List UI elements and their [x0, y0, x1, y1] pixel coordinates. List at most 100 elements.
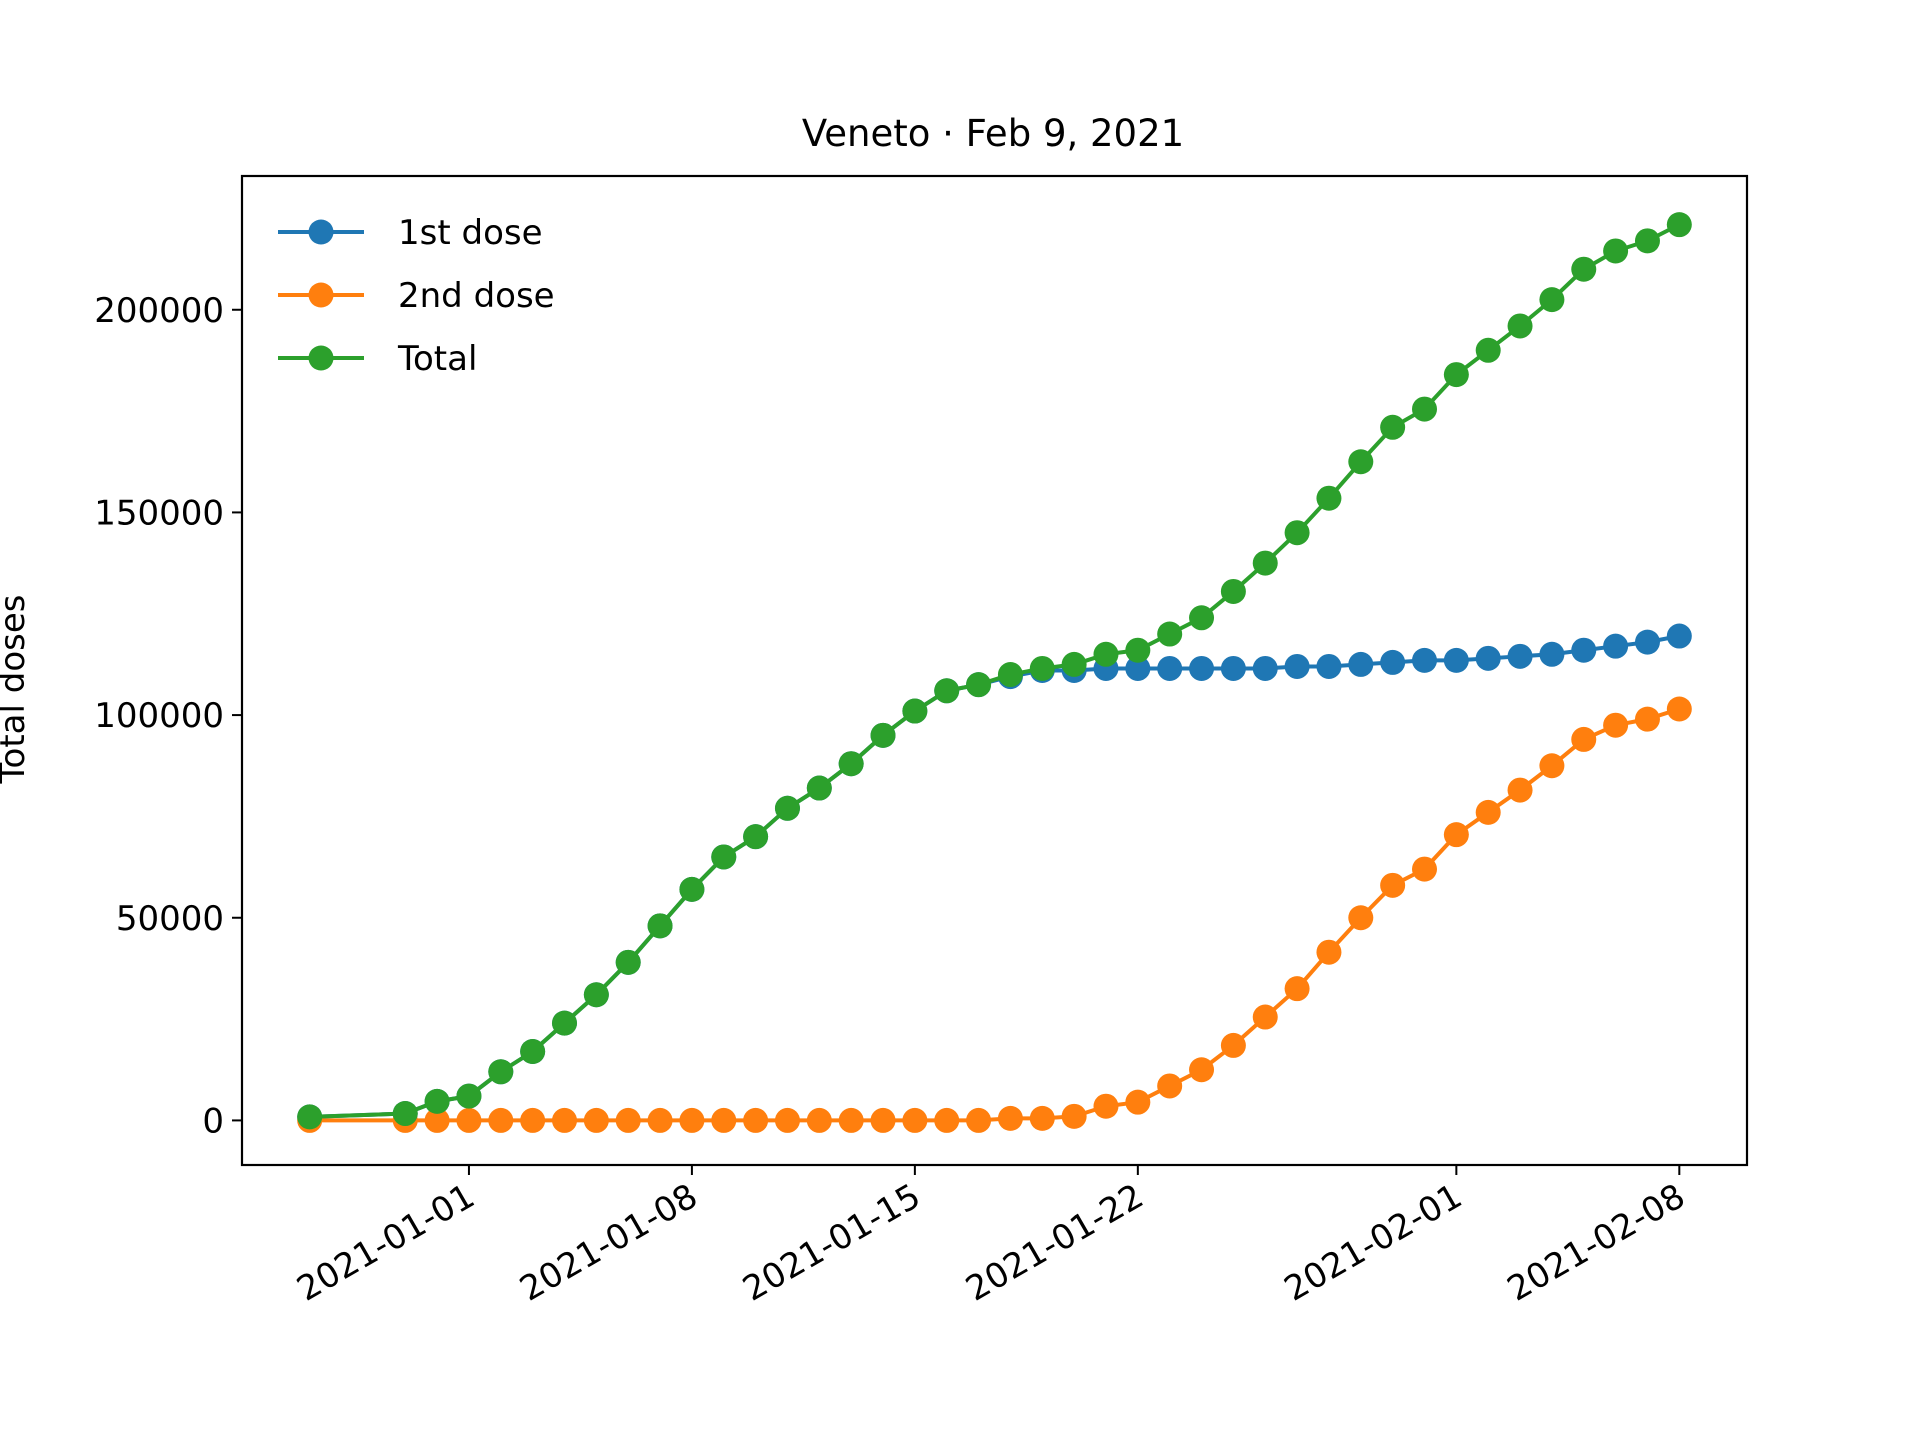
y-axis-label: Total doses	[0, 595, 33, 785]
legend-label: 1st dose	[398, 213, 543, 253]
data-point	[1348, 449, 1374, 475]
plot-frame	[240, 174, 1749, 1167]
data-point	[1475, 337, 1501, 363]
x-tick-label: 2021-01-01	[290, 1176, 481, 1309]
data-point	[838, 1107, 864, 1133]
data-point	[1189, 605, 1215, 631]
series-line	[309, 707, 1680, 1123]
data-point	[1252, 1004, 1278, 1030]
data-point	[743, 824, 769, 850]
data-point	[1539, 641, 1565, 667]
legend-item: 2nd dose	[278, 276, 555, 316]
data-point	[1443, 822, 1469, 848]
data-point	[615, 1107, 641, 1133]
data-point	[774, 1107, 800, 1133]
data-point	[424, 1088, 450, 1114]
data-point	[1666, 212, 1692, 238]
series-line	[309, 222, 1681, 1119]
data-point	[1571, 637, 1597, 663]
data-point	[1189, 1057, 1215, 1083]
data-point	[1157, 655, 1183, 681]
data-point	[1380, 649, 1406, 675]
legend-item: 1st dose	[278, 213, 543, 253]
data-point	[679, 876, 705, 902]
data-point	[1507, 777, 1533, 803]
data-point	[1475, 645, 1501, 671]
data-point	[1603, 712, 1629, 738]
data-point	[1316, 653, 1342, 679]
data-point	[934, 678, 960, 704]
data-point	[870, 1107, 896, 1133]
data-point	[1316, 939, 1342, 965]
x-tick-label: 2021-02-01	[1278, 1176, 1469, 1309]
data-point	[1189, 655, 1215, 681]
data-point	[392, 1101, 418, 1127]
x-tick-label: 2021-01-15	[736, 1176, 927, 1309]
x-tick-label: 2021-01-08	[513, 1176, 704, 1309]
data-point	[1252, 550, 1278, 576]
data-point	[1348, 651, 1374, 677]
data-point	[1412, 856, 1437, 882]
x-tick-label: 2021-01-22	[959, 1176, 1150, 1309]
data-point	[1539, 753, 1565, 779]
data-point	[552, 1010, 577, 1036]
y-tick-label: 100000	[94, 696, 224, 736]
series-0	[297, 623, 1692, 1130]
data-point	[711, 844, 737, 870]
data-point	[1061, 651, 1087, 677]
data-point	[456, 1083, 482, 1109]
data-point	[1666, 623, 1692, 649]
data-point	[1125, 655, 1151, 681]
data-point	[1634, 228, 1660, 254]
data-point	[1603, 238, 1629, 264]
data-point	[488, 1107, 514, 1133]
data-point	[1220, 578, 1246, 604]
y-tick-label: 0	[202, 1101, 224, 1141]
data-point	[615, 949, 641, 975]
data-point	[806, 775, 832, 801]
data-point	[902, 698, 928, 724]
data-point	[1475, 799, 1501, 825]
data-point	[552, 1107, 577, 1133]
legend-marker	[308, 282, 334, 308]
data-point	[1220, 1032, 1246, 1058]
data-point	[488, 1059, 514, 1085]
x-tick-label: 2021-02-08	[1501, 1176, 1692, 1309]
data-point	[647, 913, 673, 939]
legend: 1st dose 2nd dose Total	[278, 213, 555, 379]
data-point	[1061, 1103, 1087, 1129]
data-point	[583, 1107, 609, 1133]
data-point	[902, 1107, 928, 1133]
data-point	[1284, 653, 1310, 679]
y-tick-label: 50000	[116, 899, 224, 939]
data-point	[1093, 1093, 1119, 1119]
data-point	[1125, 637, 1151, 663]
chart-title: Veneto · Feb 9, 2021	[802, 112, 1184, 155]
data-point	[1093, 641, 1119, 667]
data-point	[583, 982, 609, 1008]
data-point	[997, 1105, 1023, 1131]
legend-marker	[308, 219, 334, 245]
data-point	[1220, 655, 1246, 681]
data-point	[1634, 706, 1660, 732]
data-point	[520, 1039, 546, 1065]
legend-label: 2nd dose	[398, 276, 555, 316]
data-point	[1507, 643, 1533, 669]
data-point	[1380, 872, 1406, 898]
legend-marker	[308, 345, 334, 371]
data-point	[1157, 621, 1183, 647]
series-layer	[297, 212, 1692, 1133]
data-point	[997, 662, 1023, 688]
data-point	[1443, 362, 1469, 388]
data-point	[1029, 1105, 1055, 1131]
series-2	[297, 212, 1692, 1130]
data-point	[1539, 287, 1565, 313]
data-point	[1571, 726, 1597, 752]
legend-label: Total	[397, 339, 477, 379]
data-point	[711, 1107, 737, 1133]
data-point	[1507, 313, 1533, 339]
data-point	[934, 1107, 960, 1133]
data-point	[870, 722, 896, 748]
data-point	[838, 751, 864, 777]
